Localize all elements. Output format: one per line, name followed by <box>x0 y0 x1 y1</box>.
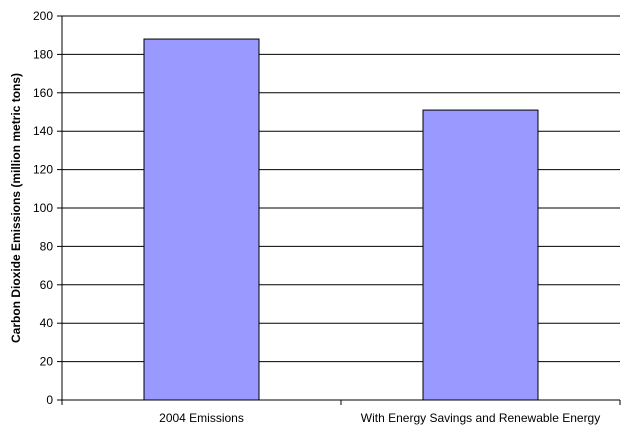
y-tick-label: 0 <box>46 393 53 407</box>
y-tick-labels: 0 20 40 60 80 100 120 140 160 180 200 <box>33 9 53 407</box>
bar <box>422 109 539 401</box>
y-tick-label: 100 <box>33 201 53 215</box>
y-axis-title: Carbon Dioxide Emissions (million metric… <box>9 73 23 343</box>
bar <box>143 38 260 401</box>
y-tick-label: 200 <box>33 9 53 23</box>
y-tick-label: 140 <box>33 124 53 138</box>
axes <box>57 15 621 405</box>
x-category-labels: 2004 Emissions With Energy Savings and Re… <box>159 411 600 425</box>
y-tick-label: 160 <box>33 86 53 100</box>
bars <box>143 38 539 401</box>
y-tick-label: 40 <box>40 316 54 330</box>
x-category-label: With Energy Savings and Renewable Energy <box>361 411 600 425</box>
y-tick-label: 120 <box>33 163 53 177</box>
y-tick-label: 80 <box>40 239 54 253</box>
y-tick-label: 20 <box>40 355 54 369</box>
y-tick-label: 60 <box>40 278 54 292</box>
x-category-label: 2004 Emissions <box>159 411 244 425</box>
y-tick-label: 180 <box>33 47 53 61</box>
